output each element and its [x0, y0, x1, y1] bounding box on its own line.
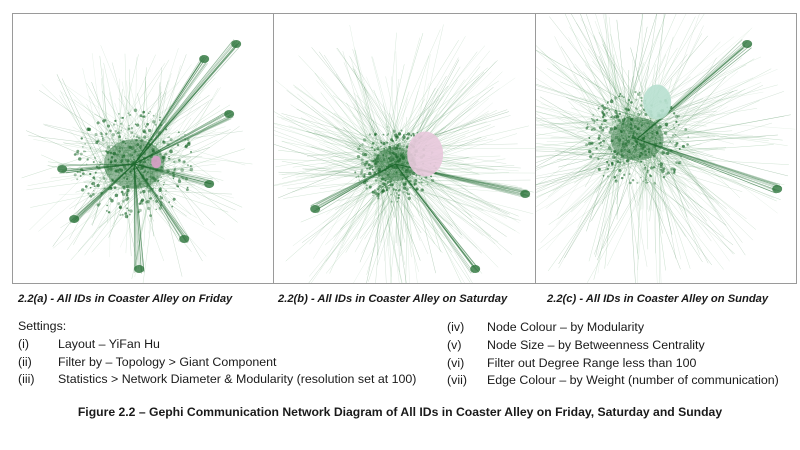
settings-item-text: Node Size – by Betweenness Centrality [487, 337, 705, 352]
settings-item-text: Statistics > Network Diameter & Modulari… [58, 372, 417, 387]
settings-item: (iv) Node Colour – by Modularity [447, 319, 779, 337]
network-panel-saturday [273, 14, 535, 283]
network-panel-friday [13, 14, 274, 283]
settings-item: (i) Layout – YiFan Hu [18, 336, 416, 354]
caption-sunday: 2.2(c) - All IDs in Coaster Alley on Sun… [547, 293, 769, 305]
network-panel-sunday [534, 14, 796, 283]
settings-item-number: (iv) [447, 320, 465, 334]
settings-item-number: (i) [18, 336, 30, 351]
settings-list-right: (iv) Node Colour – by Modularity (v) Nod… [447, 319, 779, 390]
settings-item: (v) Node Size – by Betweenness Centralit… [447, 337, 779, 355]
settings-item: (vii) Edge Colour – by Weight (number of… [447, 372, 779, 390]
settings-item-text: Layout – YiFan Hu [58, 336, 160, 351]
settings-item-text: Filter out Degree Range less than 100 [487, 355, 697, 370]
caption-friday: 2.2(a) - All IDs in Coaster Alley on Fri… [18, 293, 233, 305]
settings-item: (vi) Filter out Degree Range less than 1… [447, 355, 779, 373]
network-graph-saturday [274, 24, 535, 283]
settings-item-text: Filter by – Topology > Giant Component [58, 354, 277, 369]
settings-heading: Settings: [18, 319, 67, 333]
network-diagram-panels [12, 13, 797, 284]
settings-item-text: Edge Colour – by Weight (number of commu… [487, 373, 779, 388]
figure-title: Figure 2.2 – Gephi Communication Network… [77, 405, 723, 419]
settings-item-text: Node Colour – by Modularity [487, 320, 645, 334]
settings-list-left: Settings: (i) Layout – YiFan Hu (ii) Fil… [18, 318, 416, 389]
settings-item-number: (vi) [447, 355, 465, 370]
network-graph-friday [21, 39, 253, 283]
settings-item-number: (v) [447, 337, 462, 352]
caption-saturday: 2.2(b) - All IDs in Coaster Alley on Sat… [278, 293, 508, 305]
network-graph-sunday [535, 14, 796, 283]
settings-item-number: (iii) [18, 372, 35, 387]
settings-item: (iii) Statistics > Network Diameter & Mo… [18, 371, 416, 389]
settings-item-number: (vii) [447, 373, 467, 388]
settings-item: (ii) Filter by – Topology > Giant Compon… [18, 354, 416, 372]
settings-item-number: (ii) [18, 354, 32, 369]
